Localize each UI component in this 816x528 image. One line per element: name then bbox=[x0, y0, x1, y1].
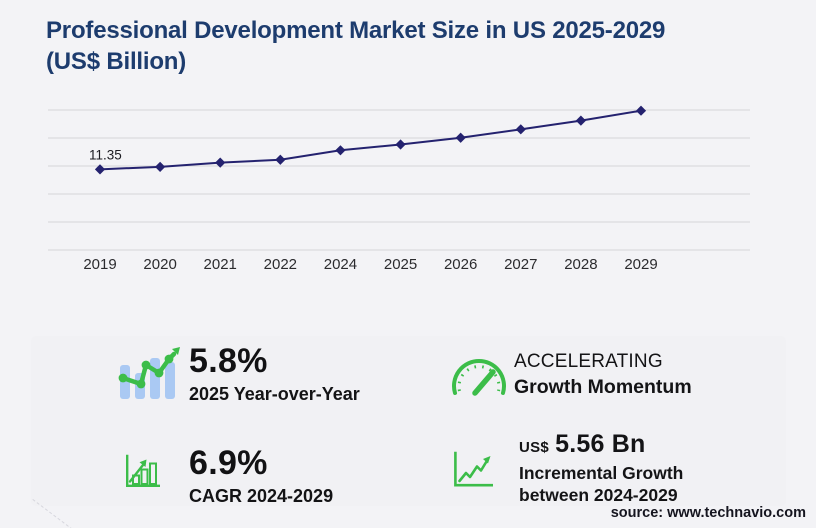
stat-yoy-label: 2025 Year-over-Year bbox=[189, 384, 360, 404]
x-tick-2028: 2028 bbox=[564, 256, 597, 273]
page-title-line2: (US$ Billion) bbox=[46, 48, 187, 75]
data-point-2025 bbox=[395, 139, 406, 150]
stat-yoy: 5.8% 2025 Year-over-Year bbox=[189, 342, 360, 406]
stat-incremental-value: 5.56 Bn bbox=[555, 430, 646, 458]
data-point-2026 bbox=[455, 132, 466, 143]
data-point-2028 bbox=[575, 115, 586, 126]
market-size-series-line bbox=[99, 109, 642, 171]
page-title-line1: Professional Development Market Size in … bbox=[46, 17, 666, 44]
x-tick-2024: 2024 bbox=[324, 256, 357, 273]
stat-momentum-label: Growth Momentum bbox=[514, 376, 692, 398]
x-tick-2025: 2025 bbox=[384, 256, 417, 273]
market-size-line-chart: 2019 2020 2021 2022 2024 2025 2026 2027 2028 2029… bbox=[48, 105, 750, 273]
stat-incremental-label1: Incremental Growth bbox=[519, 463, 684, 483]
data-point-2021 bbox=[215, 157, 226, 168]
x-tick-2019: 2019 bbox=[83, 256, 116, 273]
stat-momentum: ACCELERATING Growth Momentum bbox=[514, 350, 692, 401]
line-chart-arrow-icon bbox=[453, 451, 494, 493]
x-tick-2029: 2029 bbox=[624, 256, 657, 273]
stat-cagr: 6.9% CAGR 2024-2029 bbox=[189, 444, 333, 508]
stat-cagr-label: CAGR 2024-2029 bbox=[189, 486, 334, 506]
stat-incremental-label2: between 2024-2029 bbox=[519, 484, 678, 505]
stat-momentum-value: ACCELERATING bbox=[514, 351, 663, 372]
x-tick-2021: 2021 bbox=[204, 256, 237, 273]
stat-incremental: US$ 5.56 Bn Incremental Growth between 2… bbox=[519, 430, 683, 506]
x-tick-2020: 2020 bbox=[143, 256, 176, 273]
x-tick-2022: 2022 bbox=[264, 256, 297, 273]
stat-incremental-currency: US$ bbox=[519, 439, 550, 456]
data-point-2020 bbox=[155, 161, 166, 172]
data-point-2024 bbox=[335, 145, 346, 156]
data-point-2029 bbox=[635, 105, 647, 116]
stat-yoy-value: 5.8% bbox=[189, 342, 268, 380]
bar-line-growth-icon bbox=[117, 346, 181, 407]
data-point-2027 bbox=[515, 124, 526, 135]
first-point-value-label: 11.35 bbox=[89, 147, 122, 162]
speedometer-icon bbox=[450, 355, 508, 406]
page-title: Professional Development Market Size in … bbox=[46, 15, 665, 77]
source-attribution: source: www.technavio.com bbox=[610, 505, 806, 521]
x-tick-2026: 2026 bbox=[444, 256, 477, 273]
x-tick-2027: 2027 bbox=[504, 256, 537, 273]
stat-cagr-value: 6.9% bbox=[189, 444, 268, 482]
bar-chart-arrow-icon bbox=[125, 454, 161, 494]
data-point-2022 bbox=[275, 154, 286, 165]
